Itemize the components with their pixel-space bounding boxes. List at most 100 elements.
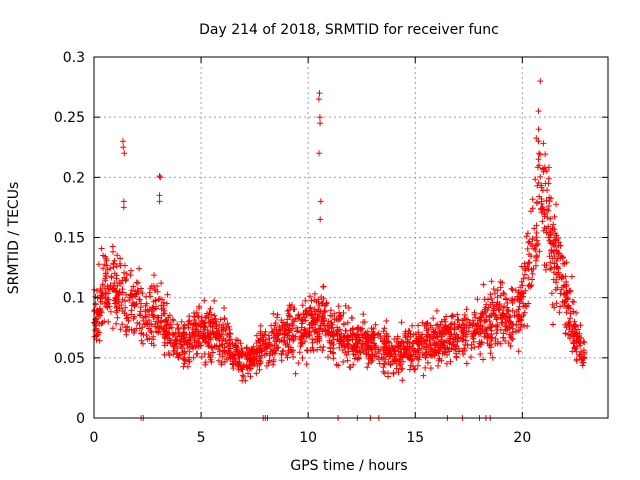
- data-point: [107, 282, 114, 289]
- data-point: [150, 282, 157, 289]
- data-point: [181, 322, 188, 329]
- data-point: [112, 300, 119, 307]
- data-point: [116, 299, 122, 305]
- data-point: [518, 278, 525, 285]
- data-point: [316, 325, 322, 332]
- data-point: [210, 320, 217, 327]
- data-point: [156, 295, 163, 302]
- data-point: [259, 336, 266, 343]
- data-point: [412, 365, 419, 372]
- data-point: [186, 348, 193, 355]
- data-point: [269, 328, 276, 335]
- data-point: [171, 340, 178, 347]
- data-point: [185, 318, 192, 325]
- data-point: [254, 362, 261, 369]
- data-point: [519, 282, 526, 289]
- data-point: [535, 126, 542, 133]
- data-point: [460, 330, 467, 337]
- data-point: [381, 361, 388, 368]
- data-point: [398, 366, 405, 373]
- data-point: [561, 302, 567, 309]
- data-point: [525, 274, 532, 281]
- data-point: [401, 330, 408, 337]
- data-point: [556, 309, 563, 316]
- data-point: [481, 317, 488, 323]
- data-point: [517, 317, 524, 324]
- data-point: [498, 315, 505, 322]
- data-point: [307, 293, 313, 300]
- data-point: [148, 340, 155, 347]
- data-point: [311, 328, 318, 335]
- data-point: [153, 318, 159, 325]
- data-point: [492, 290, 498, 297]
- data-point: [528, 208, 534, 215]
- data-point: [416, 338, 423, 345]
- data-point: [376, 350, 382, 357]
- data-point: [511, 312, 518, 319]
- data-point: [310, 320, 317, 327]
- data-point: [256, 346, 262, 353]
- data-point: [358, 332, 365, 339]
- y-tick-label: 0: [76, 411, 85, 427]
- data-point: [524, 230, 531, 237]
- data-point: [494, 294, 501, 301]
- data-point: [299, 333, 306, 340]
- x-tick-label: 10: [299, 430, 317, 446]
- data-point: [257, 330, 264, 337]
- data-point: [487, 334, 493, 341]
- data-point: [102, 290, 109, 297]
- data-point: [158, 323, 165, 330]
- data-point: [281, 331, 288, 338]
- data-point: [580, 354, 587, 360]
- data-point: [516, 303, 523, 310]
- data-point: [566, 319, 572, 325]
- data-point: [445, 328, 451, 335]
- data-point: [468, 354, 474, 361]
- data-point: [117, 262, 124, 269]
- data-point: [119, 277, 126, 284]
- data-point: [533, 135, 540, 142]
- data-point: [428, 346, 435, 353]
- data-point: [535, 156, 542, 163]
- data-point: [316, 302, 323, 309]
- data-point: [521, 260, 528, 267]
- data-point: [201, 297, 208, 304]
- data-point: [278, 357, 285, 364]
- data-point: [191, 322, 198, 329]
- data-point: [138, 330, 145, 336]
- data-point: [113, 320, 120, 327]
- data-point: [220, 325, 227, 332]
- data-point: [143, 293, 150, 300]
- data-point: [380, 364, 387, 371]
- data-point: [560, 291, 567, 298]
- data-point: [577, 322, 584, 329]
- data-point: [415, 322, 422, 329]
- data-point: [453, 331, 460, 338]
- data-point: [533, 237, 540, 244]
- data-point: [317, 216, 324, 223]
- data-point: [396, 357, 403, 364]
- data-point: [374, 331, 381, 338]
- data-point: [320, 283, 327, 290]
- data-point: [120, 144, 127, 151]
- data-point: [511, 296, 518, 303]
- data-point: [333, 361, 340, 368]
- data-point: [99, 291, 106, 298]
- data-point: [477, 322, 484, 329]
- data-point: [529, 196, 536, 203]
- data-point: [575, 336, 582, 343]
- data-point: [494, 340, 501, 347]
- data-point: [464, 316, 471, 323]
- y-tick-label: 0.2: [63, 170, 85, 186]
- data-point: [162, 335, 169, 342]
- data-point: [533, 200, 540, 206]
- data-point: [213, 323, 220, 330]
- data-point: [488, 323, 494, 330]
- data-point: [299, 302, 306, 309]
- data-point: [528, 253, 534, 260]
- data-point: [247, 373, 254, 380]
- data-point: [201, 350, 208, 357]
- data-point: [202, 359, 209, 366]
- data-point: [111, 297, 118, 304]
- data-point: [290, 353, 297, 360]
